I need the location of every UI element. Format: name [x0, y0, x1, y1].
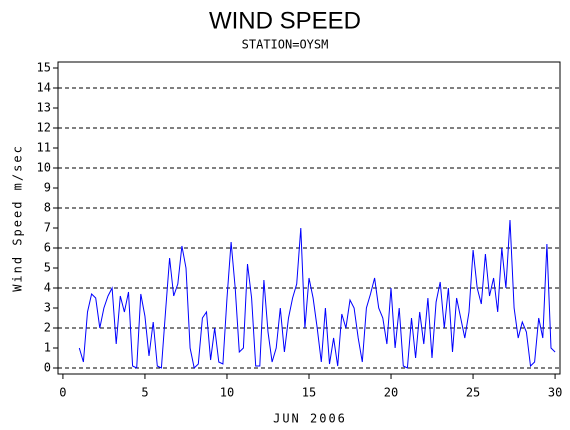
data-line	[78, 219, 556, 369]
y-tick-label: 6	[44, 241, 51, 255]
y-tick-label: 0	[44, 361, 51, 375]
x-tick-label: 0	[59, 386, 66, 400]
y-tick-label: 11	[37, 141, 51, 155]
chart-subtitle: STATION=OYSM	[242, 38, 329, 52]
y-tick-label: 1	[44, 341, 51, 355]
y-axis-label: Wind Speed m/sec	[11, 144, 25, 292]
y-tick-label: 2	[44, 321, 51, 335]
y-tick-label: 10	[37, 161, 51, 175]
y-tick-label: 3	[44, 301, 51, 315]
y-tick-label: 5	[44, 261, 51, 275]
x-tick-label: 30	[548, 386, 562, 400]
x-tick-label: 25	[466, 386, 480, 400]
y-tick-label: 13	[37, 101, 51, 115]
x-tick-label: 15	[302, 386, 316, 400]
x-tick-label: 20	[384, 386, 398, 400]
y-tick-label: 12	[37, 121, 51, 135]
x-tick-label: 5	[141, 386, 148, 400]
y-tick-label: 7	[44, 221, 51, 235]
chart-title: WIND SPEED	[209, 7, 361, 34]
x-tick-label: 10	[220, 386, 234, 400]
x-axis-label: JUN 2006	[273, 412, 347, 426]
y-tick-label: 4	[44, 281, 51, 295]
plot-frame	[57, 61, 561, 375]
y-tick-label: 8	[44, 201, 51, 215]
y-tick-label: 14	[37, 81, 51, 95]
y-tick-label: 9	[44, 181, 51, 195]
y-tick-label: 15	[37, 61, 51, 75]
